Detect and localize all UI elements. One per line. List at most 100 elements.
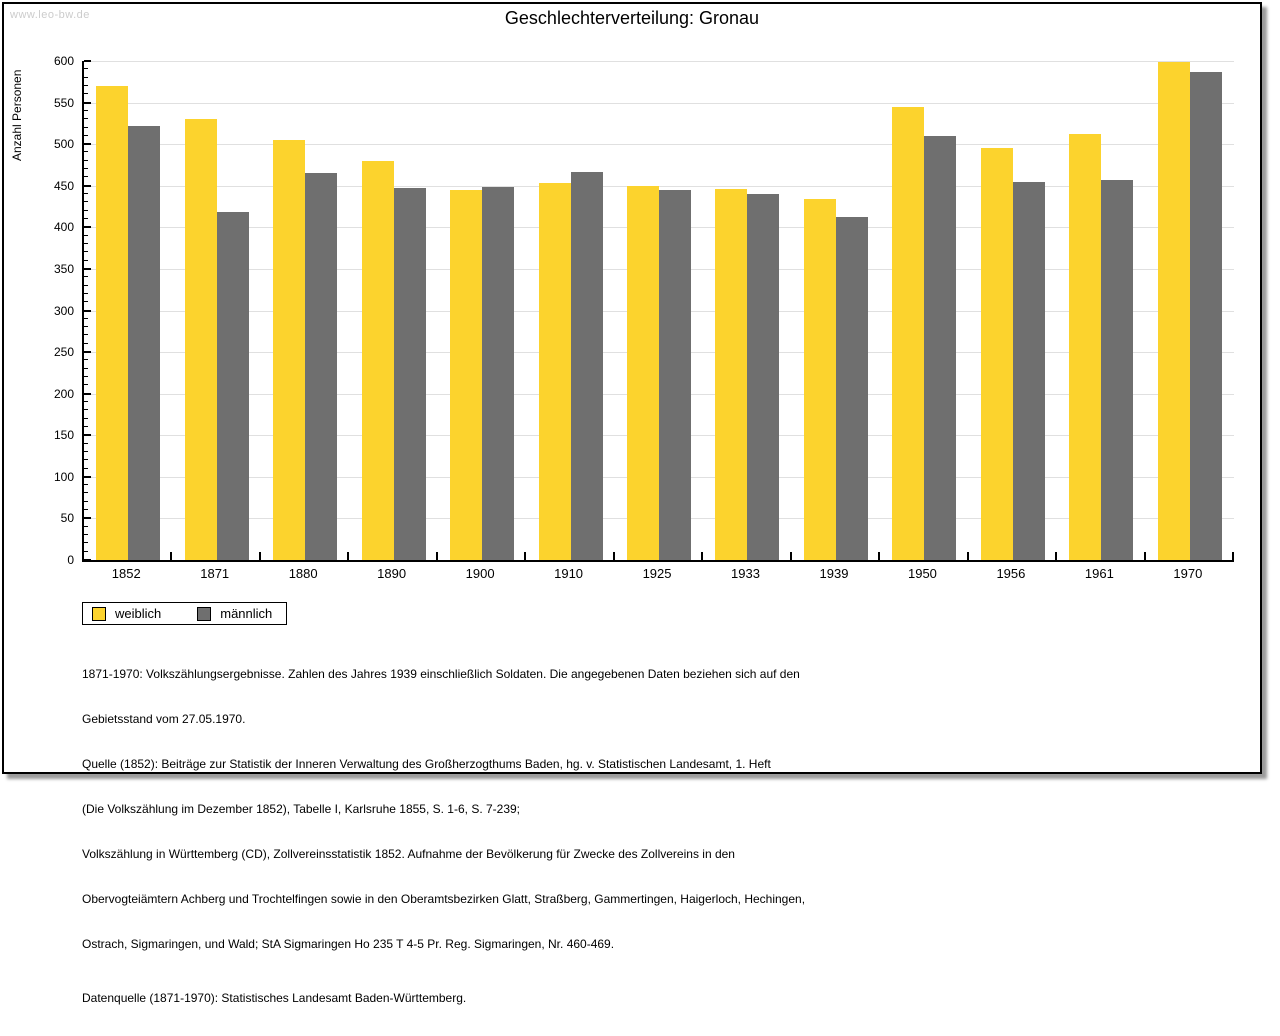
- bar-weiblich-1950: [892, 106, 925, 560]
- legend-swatch-maennlich: [197, 606, 212, 621]
- x-axis-tick-labels: 1852 1871 1880 1890 1900 1910 1925 1933 1939 1950…: [82, 566, 1232, 581]
- y-axis-minor-tick: [84, 450, 88, 452]
- x-tick-label: 1933: [731, 566, 760, 581]
- bar-weiblich-1939: [803, 199, 836, 560]
- y-axis-minor-tick: [84, 400, 88, 402]
- y-axis-label: Anzahl Personen: [10, 69, 24, 161]
- bar-männlich-1961: [1101, 179, 1134, 560]
- y-axis-minor-tick: [84, 500, 88, 502]
- y-axis-minor-tick: [84, 201, 88, 203]
- x-axis-tick: [789, 552, 792, 560]
- bar-männlich-1880: [305, 173, 338, 560]
- y-axis-minor-tick: [84, 259, 88, 261]
- x-tick-label: 1871: [200, 566, 230, 581]
- bar-männlich-1950: [924, 135, 957, 560]
- y-axis-major-tick: [84, 517, 91, 520]
- y-axis-major-tick: [84, 101, 91, 104]
- bar-weiblich-1970: [1157, 61, 1190, 560]
- legend-item-maennlich: männlich: [197, 606, 272, 621]
- x-tick-label: 1970: [1173, 566, 1203, 581]
- y-tick-label: 150: [53, 428, 74, 443]
- y-axis-minor-tick: [84, 242, 88, 244]
- y-axis-minor-tick: [84, 251, 88, 253]
- bar-männlich-1852: [128, 125, 161, 560]
- y-axis-minor-tick: [84, 93, 88, 95]
- y-axis-minor-tick: [84, 234, 88, 236]
- y-tick-label: 50: [60, 511, 74, 526]
- y-axis-minor-tick: [84, 134, 88, 136]
- x-axis-tick: [701, 552, 704, 560]
- bar-männlich-1970: [1189, 71, 1222, 560]
- y-axis-major-tick: [84, 143, 91, 146]
- x-axis-tick: [170, 552, 173, 560]
- y-tick-label: 250: [53, 345, 74, 360]
- x-axis-tick: [1143, 552, 1146, 560]
- y-axis-minor-tick: [84, 218, 88, 220]
- x-axis-tick: [612, 552, 615, 560]
- x-axis-tick: [878, 552, 881, 560]
- source-note-line: Volkszählung in Württemberg (CD), Zollve…: [82, 847, 735, 861]
- y-axis-minor-tick: [84, 126, 88, 128]
- x-axis-tick: [258, 552, 261, 560]
- legend-swatch-weiblich: [92, 606, 106, 621]
- y-axis-minor-tick: [84, 425, 88, 427]
- bar-weiblich-1925: [627, 185, 659, 560]
- y-tick-label: 400: [53, 220, 74, 235]
- bar-männlich-1925: [659, 189, 691, 560]
- y-tick-label: 0: [67, 553, 74, 567]
- y-axis-minor-tick: [84, 417, 88, 419]
- x-axis-tick: [966, 552, 969, 560]
- y-axis-major-tick: [84, 434, 91, 437]
- y-tick-label: 550: [53, 95, 74, 110]
- legend-item-weiblich: weiblich: [92, 606, 161, 621]
- bar-weiblich-1933: [715, 189, 748, 560]
- y-axis-minor-tick: [84, 542, 88, 544]
- y-axis-minor-tick: [84, 334, 88, 336]
- y-axis-minor-tick: [84, 409, 88, 411]
- x-tick-label: 1950: [907, 566, 937, 581]
- y-axis-major-tick: [84, 559, 91, 561]
- y-axis-minor-tick: [84, 550, 88, 552]
- y-axis-minor-tick: [84, 534, 88, 536]
- y-axis-minor-tick: [84, 176, 88, 178]
- y-tick-label: 350: [53, 261, 74, 276]
- source-note-line: Gebietsstand vom 27.05.1970.: [82, 712, 246, 726]
- x-tick-label: 1852: [111, 566, 141, 581]
- bar-männlich-1956: [1012, 182, 1045, 560]
- y-axis-minor-tick: [84, 284, 88, 286]
- y-tick-label: 450: [53, 178, 74, 193]
- y-axis-minor-tick: [84, 159, 88, 161]
- x-tick-label: 1900: [465, 566, 495, 581]
- y-axis-major-tick: [84, 226, 91, 229]
- bar-weiblich-1910: [538, 183, 571, 560]
- x-tick-label: 1956: [996, 566, 1026, 581]
- source-note: 1871-1970: Volkszählungsergebnisse. Zahl…: [82, 637, 1242, 1036]
- chart-title: Geschlechterverteilung: Gronau: [504, 8, 760, 28]
- bar-weiblich-1890: [361, 160, 394, 560]
- bar-weiblich-1961: [1069, 134, 1102, 560]
- y-axis-minor-tick: [84, 292, 88, 294]
- bar-weiblich-1871: [184, 119, 217, 560]
- x-tick-label: 1910: [554, 566, 584, 581]
- y-axis-minor-tick: [84, 193, 88, 195]
- legend-label-maennlich: männlich: [220, 606, 273, 621]
- bar-männlich-1910: [570, 171, 603, 560]
- y-tick-label: 100: [53, 469, 74, 484]
- bar-weiblich-1880: [273, 140, 306, 560]
- y-axis-minor-tick: [84, 317, 88, 319]
- bar-männlich-1939: [835, 217, 868, 560]
- bar-weiblich-1852: [96, 85, 129, 560]
- gridline: [84, 61, 1234, 62]
- bar-männlich-1890: [393, 188, 426, 560]
- x-axis-tick: [1232, 552, 1234, 560]
- gridline: [84, 102, 1234, 104]
- y-tick-label: 500: [53, 137, 74, 152]
- y-axis-minor-tick: [84, 442, 88, 444]
- y-axis-major-tick: [84, 475, 91, 478]
- x-axis-tick: [524, 552, 527, 560]
- y-axis-minor-tick: [84, 384, 88, 386]
- legend-label-weiblich: weiblich: [115, 606, 162, 621]
- datasource-note: Datenquelle (1871-1970): Statistisches L…: [82, 991, 467, 1005]
- y-axis-minor-tick: [84, 467, 88, 469]
- x-tick-label: 1961: [1084, 566, 1114, 581]
